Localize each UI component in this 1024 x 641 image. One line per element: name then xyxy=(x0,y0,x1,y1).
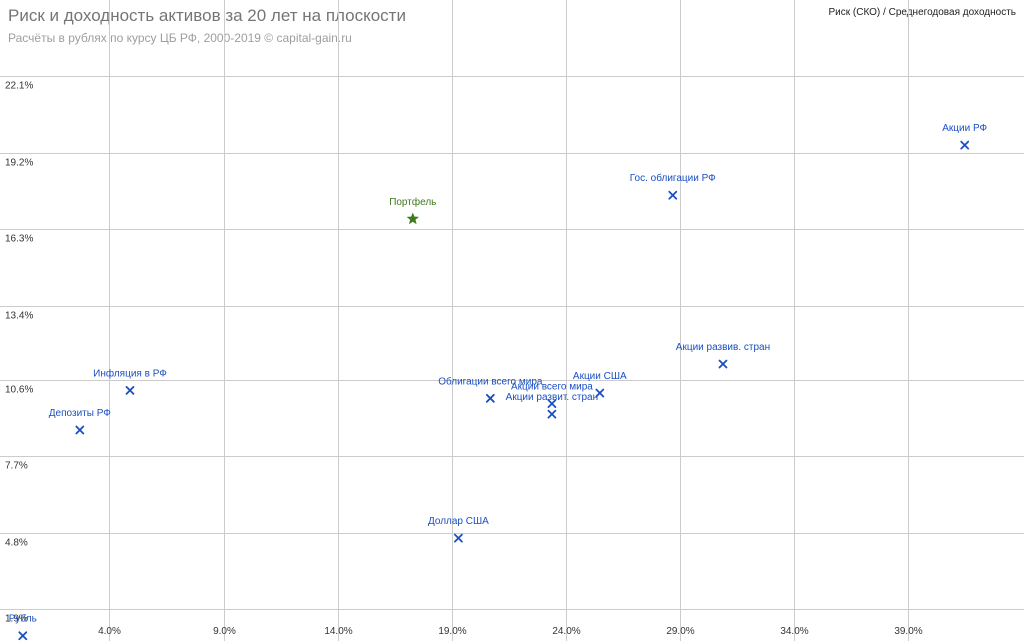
data-point-marker xyxy=(547,409,557,419)
data-point-label: Инфляция в РФ xyxy=(93,367,167,379)
data-point-label: Акции всего мира xyxy=(511,382,593,393)
data-point-label: Гос. облигации РФ xyxy=(630,172,716,184)
data-point-label: Депозиты РФ xyxy=(49,408,111,419)
x-tick-label: 4.0% xyxy=(98,626,121,637)
x-tick-label: 14.0% xyxy=(324,626,352,637)
data-point-label: Облигации всего мира xyxy=(438,375,543,387)
data-point-marker xyxy=(960,140,970,150)
data-point-marker xyxy=(75,425,85,435)
data-point-label: Акции РФ xyxy=(942,123,987,134)
x-tick-label: 34.0% xyxy=(780,626,808,637)
y-tick-label: 19.2% xyxy=(5,158,33,169)
data-point-marker xyxy=(18,631,28,641)
data-point-label: Доллар США xyxy=(428,516,489,527)
y-tick-label: 4.8% xyxy=(5,538,28,549)
data-point-marker xyxy=(547,399,557,408)
data-point-label: Акции развит. стран xyxy=(506,392,598,403)
data-point-marker xyxy=(454,533,463,543)
data-point-marker xyxy=(595,388,605,398)
y-tick-label: 13.4% xyxy=(5,311,33,322)
y-tick-label: 22.1% xyxy=(5,81,33,92)
data-point-marker xyxy=(485,393,495,403)
data-point-label: Акции развив. стран xyxy=(676,342,770,353)
x-tick-label: 24.0% xyxy=(552,626,580,637)
y-tick-label: 7.7% xyxy=(5,461,28,472)
data-point-label: Акции США xyxy=(573,371,627,382)
y-tick-label: 1.9% xyxy=(5,614,28,625)
x-tick-label: 39.0% xyxy=(894,626,922,637)
data-point-marker xyxy=(125,386,135,395)
data-point-label: Рубль xyxy=(9,613,37,625)
chart-subtitle: Расчёты в рублях по курсу ЦБ РФ, 2000-20… xyxy=(8,31,352,45)
x-tick-label: 19.0% xyxy=(438,626,466,637)
chart-title: Риск и доходность активов за 20 лет на п… xyxy=(8,6,406,25)
chart-legend: Риск (СКО) / Среднегодовая доходность xyxy=(828,7,1016,18)
y-tick-label: 16.3% xyxy=(5,234,33,245)
x-tick-label: 29.0% xyxy=(666,626,694,637)
data-point-star xyxy=(406,212,419,225)
data-point-label: Портфель xyxy=(389,196,436,208)
data-point-marker xyxy=(668,190,678,200)
x-tick-label: 9.0% xyxy=(213,626,236,637)
data-point-marker xyxy=(718,359,728,369)
y-tick-label: 10.6% xyxy=(5,385,33,396)
